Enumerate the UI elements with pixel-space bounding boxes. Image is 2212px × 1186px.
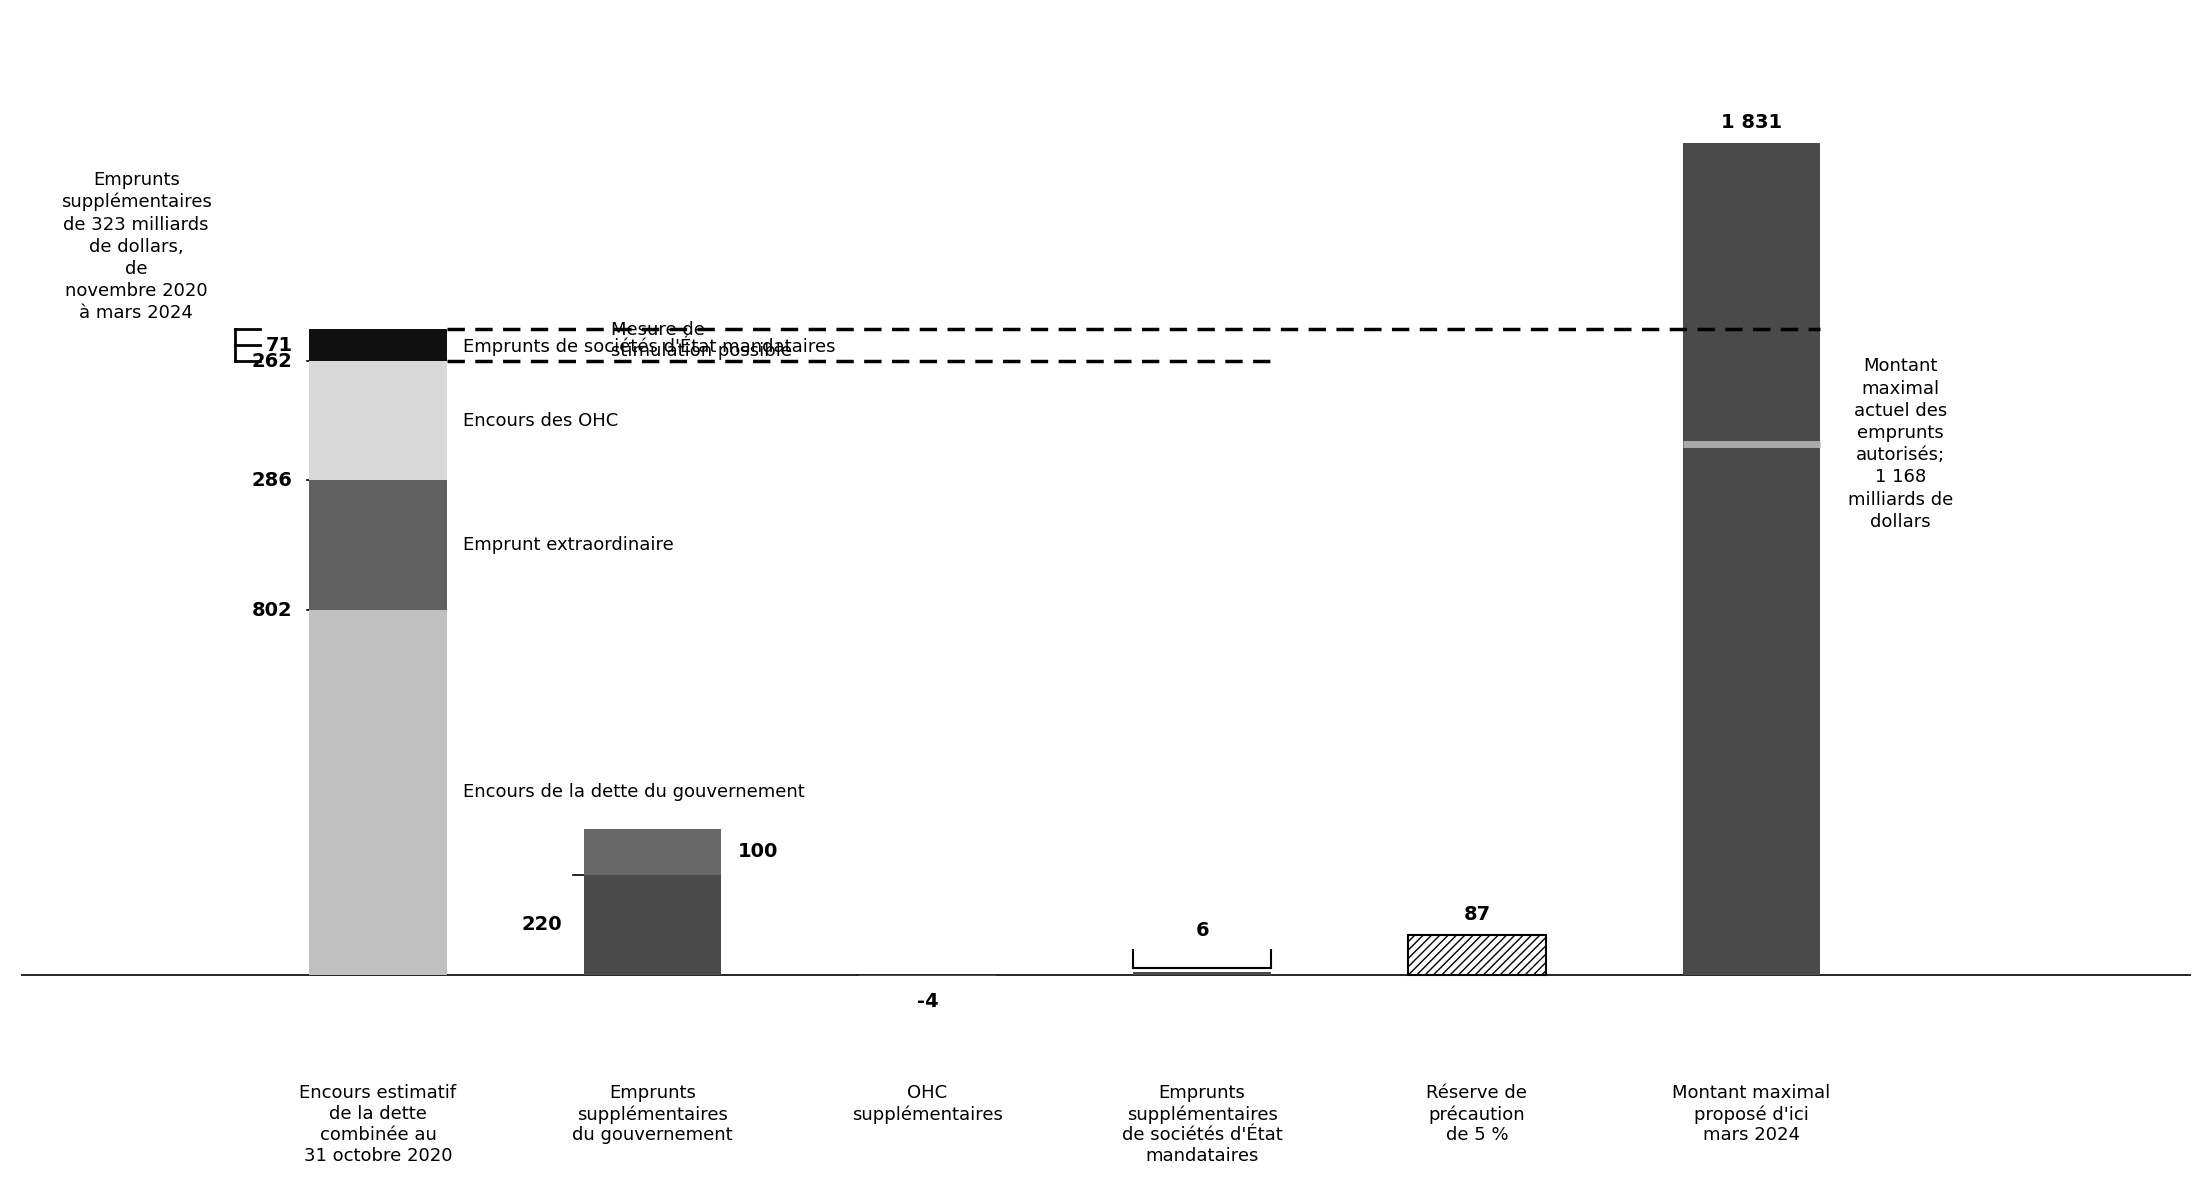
- Bar: [584, 874, 721, 975]
- Text: Encours des OHC: Encours des OHC: [462, 412, 619, 431]
- Bar: [1683, 144, 1820, 975]
- Bar: [310, 362, 447, 480]
- Bar: [584, 829, 721, 874]
- Bar: [310, 480, 447, 611]
- Text: Encours de la dette du gouvernement: Encours de la dette du gouvernement: [462, 784, 805, 802]
- Text: Montant
maximal
actuel des
emprunts
autorisés;
1 168
milliards de
dollars: Montant maximal actuel des emprunts auto…: [1847, 357, 1953, 531]
- Text: 87: 87: [1464, 905, 1491, 924]
- Bar: [1409, 935, 1546, 975]
- Text: Emprunts de sociétés d'État mandataires: Emprunts de sociétés d'État mandataires: [462, 336, 836, 356]
- Bar: [858, 975, 995, 976]
- Text: 1 831: 1 831: [1721, 113, 1783, 132]
- Bar: [1133, 971, 1272, 975]
- Text: Emprunts
supplémentaires
de 323 milliards
de dollars,
de
novembre 2020
à mars 20: Emprunts supplémentaires de 323 milliard…: [60, 171, 212, 323]
- Text: 71: 71: [265, 336, 292, 355]
- Text: Mesure de
stimulation possible: Mesure de stimulation possible: [611, 321, 792, 361]
- Text: -4: -4: [916, 991, 938, 1010]
- Bar: [310, 611, 447, 975]
- Text: 220: 220: [522, 916, 562, 935]
- Bar: [310, 330, 447, 362]
- Text: Emprunt extraordinaire: Emprunt extraordinaire: [462, 536, 675, 554]
- Text: 286: 286: [252, 471, 292, 490]
- Text: 262: 262: [252, 352, 292, 371]
- Text: 802: 802: [252, 601, 292, 620]
- Text: 6: 6: [1194, 922, 1210, 940]
- Text: 100: 100: [739, 842, 779, 861]
